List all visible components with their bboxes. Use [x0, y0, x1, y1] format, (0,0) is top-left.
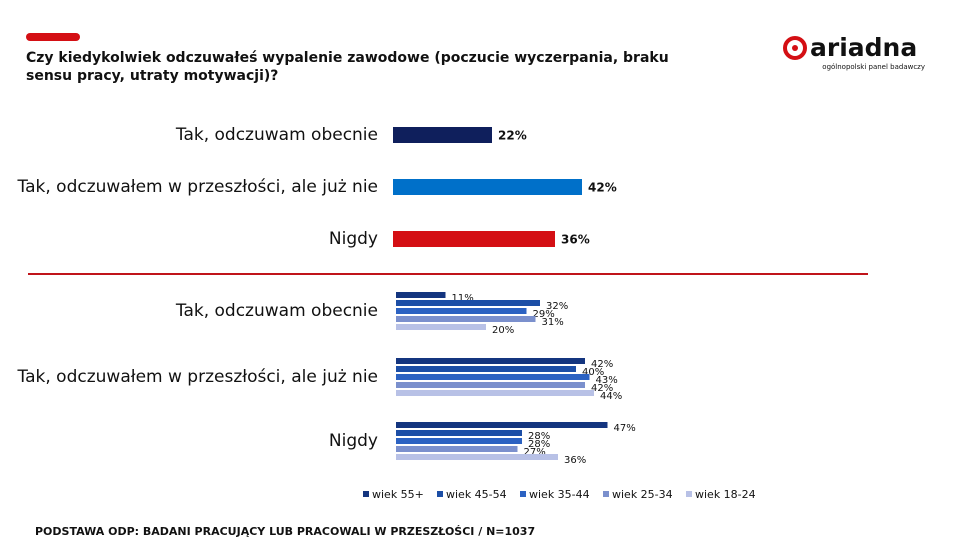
- bar: [396, 324, 486, 330]
- legend-marker: [363, 491, 369, 497]
- logo-icon-dot: [792, 45, 798, 51]
- legend-label: wiek 45-54: [446, 488, 507, 501]
- bar: [396, 438, 522, 444]
- bar: [393, 179, 582, 195]
- bar: [396, 316, 536, 322]
- value-label: 28%: [528, 439, 550, 450]
- category-label: Nigdy: [329, 431, 378, 451]
- value-label: 29%: [533, 309, 555, 320]
- category-label: Tak, odczuwałem w przeszłości, ale już n…: [17, 177, 378, 197]
- value-label: 22%: [498, 129, 527, 143]
- value-label: 42%: [588, 181, 617, 195]
- logo: ariadna ogólnopolski panel badawczy: [783, 33, 925, 71]
- logo-text: ariadna: [810, 33, 917, 62]
- bar: [396, 422, 608, 428]
- value-label: 32%: [546, 301, 568, 312]
- category-label: Nigdy: [329, 229, 378, 249]
- bar: [396, 366, 576, 372]
- bar: [396, 446, 518, 452]
- bar: [396, 454, 558, 460]
- footer: PODSTAWA ODP: BADANI PRACUJĄCY LUB PRACO…: [35, 525, 535, 538]
- title-line: Czy kiedykolwiek odczuwałeś wypalenie za…: [26, 50, 669, 66]
- value-label: 27%: [524, 447, 546, 458]
- value-label: 36%: [561, 233, 590, 247]
- legend-marker: [603, 491, 609, 497]
- legend-label: wiek 25-34: [612, 488, 673, 501]
- legend-marker: [520, 491, 526, 497]
- legend-label: wiek 55+: [372, 488, 424, 501]
- bar: [396, 374, 590, 380]
- bar: [396, 300, 540, 306]
- bar: [396, 390, 594, 396]
- value-label: 43%: [596, 375, 618, 386]
- value-label: 36%: [564, 455, 586, 466]
- bar: [396, 430, 522, 436]
- tagline: ogólnopolski panel badawczy: [822, 63, 925, 71]
- legend-label: wiek 35-44: [529, 488, 590, 501]
- category-label: Tak, odczuwam obecnie: [175, 125, 378, 145]
- value-label: 40%: [582, 367, 604, 378]
- value-label: 31%: [542, 317, 564, 328]
- legend-label: wiek 18-24: [695, 488, 756, 501]
- category-label: Tak, odczuwałem w przeszłości, ale już n…: [17, 367, 378, 387]
- accent-bar: [26, 33, 80, 41]
- legend-marker: [686, 491, 692, 497]
- bar: [396, 358, 585, 364]
- bar: [393, 231, 555, 247]
- value-label: 20%: [492, 325, 514, 336]
- bar: [396, 308, 527, 314]
- value-label: 44%: [600, 391, 622, 402]
- value-label: 42%: [591, 383, 613, 394]
- value-label: 47%: [614, 423, 636, 434]
- bar: [396, 292, 446, 298]
- bar: [396, 382, 585, 388]
- value-label: 42%: [591, 359, 613, 370]
- bar: [393, 127, 492, 143]
- logo-icon: [783, 36, 807, 60]
- value-label: 28%: [528, 431, 550, 442]
- category-label: Tak, odczuwam obecnie: [175, 301, 378, 321]
- legend-marker: [437, 491, 443, 497]
- value-label: 11%: [452, 293, 474, 304]
- title-line: sensu pracy, utraty motywacji)?: [26, 68, 278, 84]
